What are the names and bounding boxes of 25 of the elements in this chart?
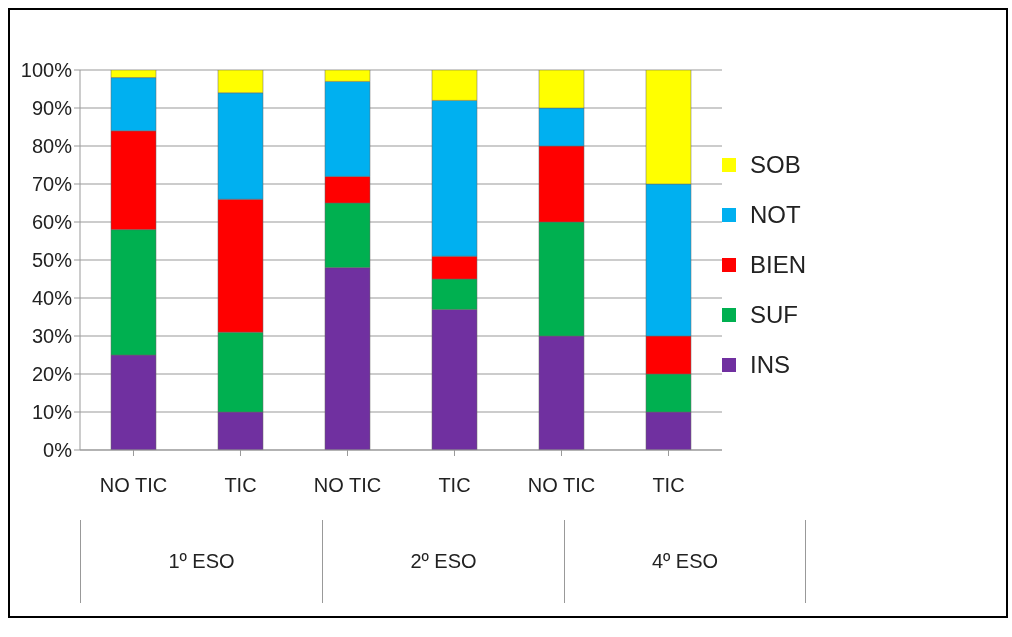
legend-label: BIEN bbox=[749, 251, 806, 279]
y-tick-label: 100% bbox=[20, 59, 73, 82]
y-tick-label: 70% bbox=[31, 173, 73, 196]
y-tick-label: 80% bbox=[31, 135, 73, 158]
x-tick-label: NO TIC bbox=[99, 474, 168, 497]
legend-label: NOT bbox=[749, 201, 802, 229]
y-tick-label: 30% bbox=[31, 325, 73, 348]
text: 2º ESO bbox=[322, 520, 564, 603]
y-tick-label: 50% bbox=[31, 249, 73, 272]
y-tick-label: 40% bbox=[31, 287, 73, 310]
legend-label: SOB bbox=[749, 151, 802, 179]
text: 4º ESO bbox=[564, 520, 806, 603]
y-tick-label: 20% bbox=[31, 363, 73, 386]
y-tick-label: 0% bbox=[43, 439, 73, 462]
x-tick-label: NO TIC bbox=[527, 474, 596, 497]
legend-label: INS bbox=[749, 351, 791, 379]
text: 1º ESO bbox=[80, 520, 322, 603]
y-tick-label: 60% bbox=[31, 211, 73, 234]
x-tick-label: NO TIC bbox=[313, 474, 382, 497]
x-tick-label: TIC bbox=[438, 474, 471, 497]
x-tick-label: TIC bbox=[652, 474, 685, 497]
x-tick-label: TIC bbox=[224, 474, 257, 497]
y-tick-label: 90% bbox=[31, 97, 73, 120]
y-tick-label: 10% bbox=[31, 401, 73, 424]
legend-label: SUF bbox=[749, 301, 799, 329]
